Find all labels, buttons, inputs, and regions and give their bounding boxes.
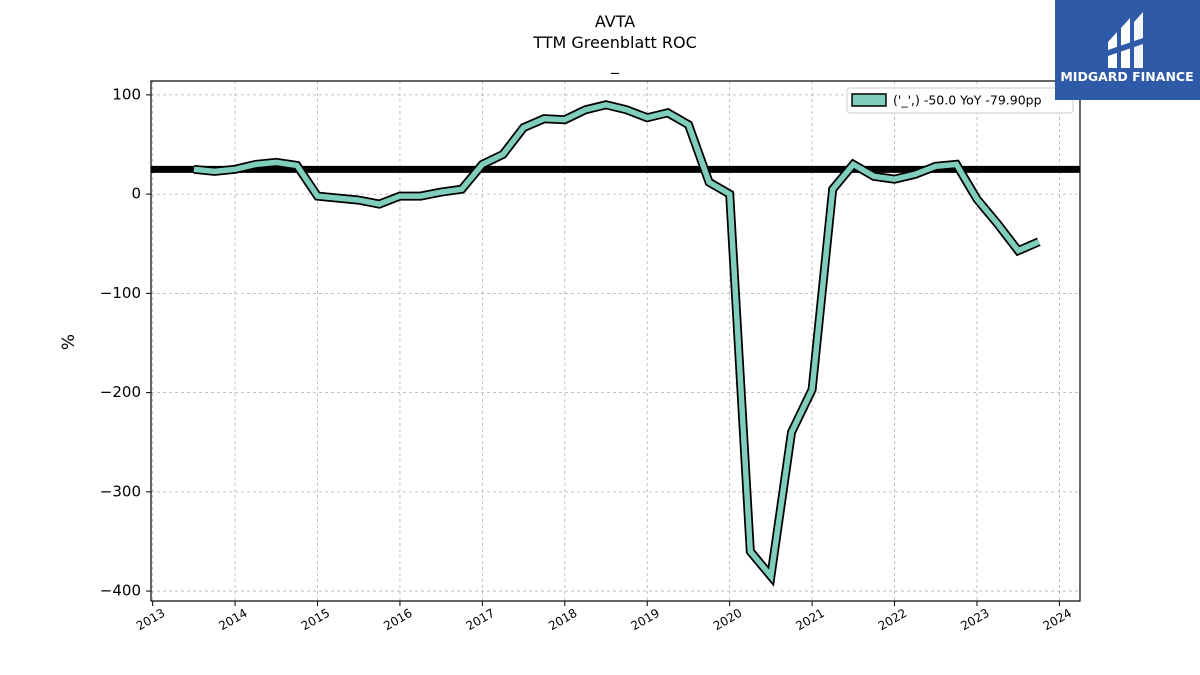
x-tick-label: 2013 xyxy=(134,606,167,633)
legend-box xyxy=(846,87,1074,114)
logo-text: MIDGARD FINANCE xyxy=(1060,69,1193,84)
x-tick-label: 2014 xyxy=(216,606,249,633)
x-axis-ticks: 2013 2014 2015 2016 2017 2018 2019 2020 2021 2022… xyxy=(134,601,1074,633)
y-tick-label: 100 xyxy=(112,85,141,103)
legend-swatch xyxy=(851,93,887,107)
series-group xyxy=(193,100,1041,587)
y-tick-label: −300 xyxy=(100,482,141,500)
x-tick-label: 2023 xyxy=(958,606,991,633)
chart-subtitle-secondary: _ xyxy=(610,55,620,75)
legend: ('_',) -50.0 YoY -79.90pp xyxy=(846,87,1074,114)
y-axis-label: % xyxy=(59,334,79,350)
logo-mark-icon xyxy=(1108,12,1143,68)
x-tick-label: 2018 xyxy=(546,606,579,633)
series-line xyxy=(193,101,1040,583)
midgard-finance-logo: MIDGARD FINANCE xyxy=(1055,0,1200,100)
grid-lines xyxy=(151,81,1080,601)
y-tick-label: −200 xyxy=(100,383,141,401)
x-tick-label: 2020 xyxy=(711,606,744,633)
y-tick-label: 0 xyxy=(131,185,141,203)
x-tick-label: 2024 xyxy=(1041,606,1074,633)
legend-label: ('_',) -50.0 YoY -79.90pp xyxy=(893,93,1042,108)
chart-title: AVTA xyxy=(595,12,635,31)
chart-subtitle: TTM Greenblatt ROC xyxy=(532,33,697,52)
x-tick-label: 2022 xyxy=(876,606,909,633)
x-tick-label: 2015 xyxy=(299,606,332,633)
x-tick-label: 2021 xyxy=(793,606,826,633)
y-tick-label: −100 xyxy=(100,284,141,302)
y-tick-label: −400 xyxy=(100,582,141,600)
y-axis-ticks: 100 0 −100 −200 −300 −400 xyxy=(100,85,151,600)
plot-frame xyxy=(150,80,1081,602)
x-tick-label: 2019 xyxy=(629,606,662,633)
x-tick-label: 2016 xyxy=(381,606,414,633)
x-tick-label: 2017 xyxy=(464,606,497,633)
